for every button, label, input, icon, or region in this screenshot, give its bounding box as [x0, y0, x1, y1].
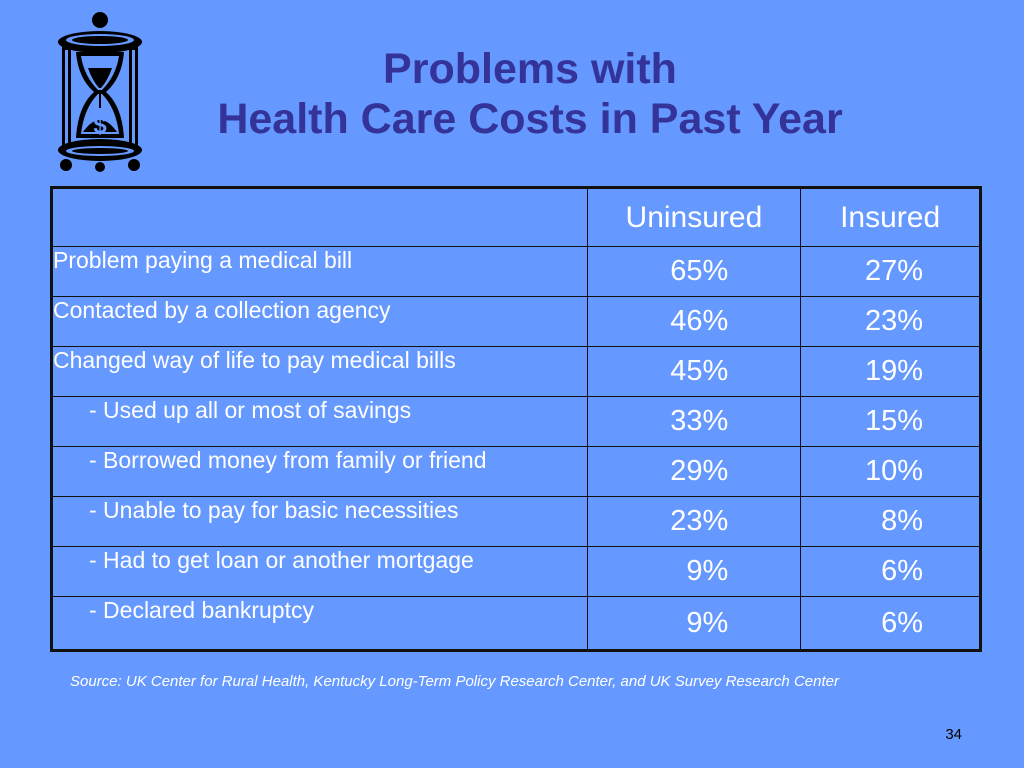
row-label: - Borrowed money from family or friend — [51, 446, 588, 497]
title-line-2: Health Care Costs in Past Year — [217, 95, 843, 143]
uninsured-value: 65% — [586, 246, 802, 297]
uninsured-value: 33% — [586, 396, 802, 447]
insured-value: 15% — [800, 396, 981, 447]
table-row: Problem paying a medical bill 65% 27% — [51, 246, 981, 297]
row-label: Contacted by a collection agency — [51, 296, 588, 347]
uninsured-value: 46% — [586, 296, 802, 347]
uninsured-value: 23% — [586, 496, 802, 547]
table-header-row: Uninsured Insured — [51, 187, 981, 247]
dollar-symbol: $ — [93, 112, 107, 139]
table-row: - Declared bankruptcy 9% 6% — [51, 596, 981, 651]
uninsured-value: 45% — [586, 346, 802, 397]
table-row: Contacted by a collection agency 46% 23% — [51, 296, 981, 347]
page-number: 34 — [945, 726, 962, 743]
header-uninsured: Uninsured — [586, 187, 802, 247]
insured-value: 23% — [800, 296, 981, 347]
table-row: - Unable to pay for basic necessities 23… — [51, 496, 981, 547]
page-title: Problems with Health Care Costs in Past … — [140, 44, 920, 144]
row-label: - Unable to pay for basic necessities — [51, 496, 588, 547]
row-label: - Had to get loan or another mortgage — [51, 546, 588, 597]
uninsured-value: 29% — [586, 446, 802, 497]
hourglass-dollar-icon: $ — [58, 12, 142, 172]
header-label-cell — [51, 187, 588, 247]
row-label: Changed way of life to pay medical bills — [51, 346, 588, 397]
insured-value: 19% — [800, 346, 981, 397]
uninsured-value: 9% — [586, 546, 802, 597]
title-line-1: Problems with — [383, 45, 677, 93]
uninsured-value: 9% — [586, 596, 802, 651]
table-row: Changed way of life to pay medical bills… — [51, 346, 981, 397]
table-row: - Had to get loan or another mortgage 9%… — [51, 546, 981, 597]
row-label: - Declared bankruptcy — [51, 596, 588, 651]
row-label: Problem paying a medical bill — [51, 246, 588, 297]
table-row: - Used up all or most of savings 33% 15% — [51, 396, 981, 447]
insured-value: 8% — [800, 496, 981, 547]
cost-problems-table: Uninsured Insured Problem paying a medic… — [50, 186, 982, 652]
row-label: - Used up all or most of savings — [51, 396, 588, 447]
insured-value: 10% — [800, 446, 981, 497]
header-insured: Insured — [800, 187, 981, 247]
source-note: Source: UK Center for Rural Health, Kent… — [70, 673, 839, 690]
insured-value: 6% — [800, 596, 981, 651]
insured-value: 27% — [800, 246, 981, 297]
insured-value: 6% — [800, 546, 981, 597]
table-row: - Borrowed money from family or friend 2… — [51, 446, 981, 497]
